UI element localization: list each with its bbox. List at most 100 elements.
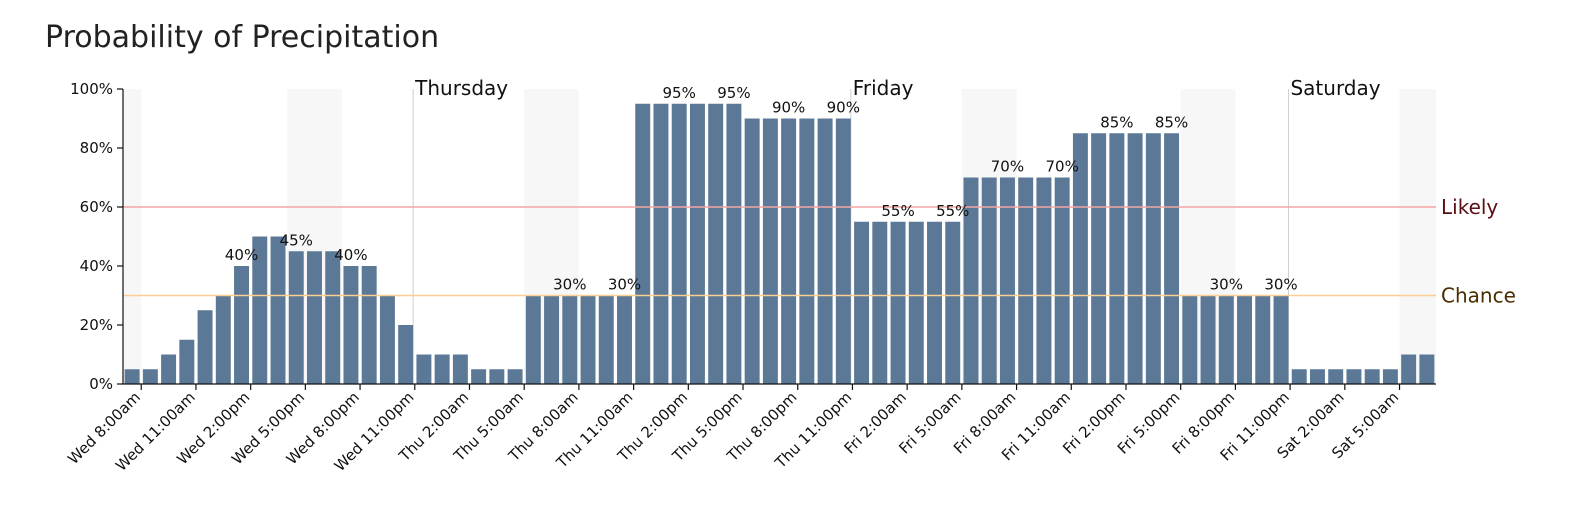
bar <box>1018 177 1034 384</box>
bar <box>835 118 851 384</box>
bar <box>1309 369 1325 384</box>
y-tick-label: 40% <box>80 257 113 275</box>
threshold-label: Chance <box>1441 284 1516 308</box>
threshold-label: Likely <box>1441 195 1498 219</box>
bar <box>452 354 468 384</box>
day-label: Saturday <box>1290 76 1380 100</box>
bar <box>617 295 632 384</box>
bar <box>671 103 687 384</box>
bar <box>544 295 560 384</box>
bar <box>1328 369 1344 384</box>
data-label: 55% <box>936 202 969 220</box>
data-label: 85% <box>1155 113 1188 131</box>
bar <box>471 369 487 384</box>
bar <box>288 251 304 384</box>
bar <box>1109 133 1125 384</box>
bar <box>963 177 979 384</box>
bar <box>580 295 596 384</box>
bar <box>1291 369 1307 384</box>
bar <box>307 251 322 384</box>
data-label: 40% <box>225 246 258 264</box>
bar <box>562 295 578 384</box>
bar <box>1255 295 1271 384</box>
bar <box>1401 354 1417 384</box>
day-label: Thursday <box>414 76 508 100</box>
bar <box>872 221 888 384</box>
data-label: 30% <box>1264 276 1297 294</box>
bar <box>799 118 815 384</box>
bar <box>343 266 359 384</box>
bar <box>726 103 742 384</box>
bar <box>999 177 1015 384</box>
data-label: 70% <box>1045 158 1078 176</box>
data-labels: 40% 45% 40% 30% 30% 95% 95% 90% 90% 55% 55% 70% 70% 8… <box>225 84 1298 294</box>
bar <box>525 295 541 384</box>
data-label: 45% <box>280 231 313 249</box>
bar <box>744 118 760 384</box>
bar <box>1145 133 1161 384</box>
day-label: Friday <box>853 76 914 100</box>
data-label: 40% <box>334 246 367 264</box>
data-label: 30% <box>608 276 641 294</box>
bar <box>598 295 614 384</box>
bar <box>781 118 797 384</box>
y-tick-label: 20% <box>80 316 113 334</box>
chart-title: Probability of Precipitation <box>45 20 440 55</box>
y-tick-label: 60% <box>80 198 113 216</box>
bar <box>1091 133 1107 384</box>
bar <box>908 221 924 384</box>
bar <box>179 339 195 384</box>
bar <box>234 266 250 384</box>
bar <box>142 369 158 384</box>
data-label: 90% <box>772 99 805 117</box>
bar <box>124 369 140 384</box>
bar <box>689 103 705 384</box>
bar <box>927 221 942 384</box>
data-label: 95% <box>717 84 750 102</box>
bar <box>762 118 778 384</box>
bar <box>398 325 414 384</box>
data-label: 30% <box>553 276 586 294</box>
bar <box>252 236 268 384</box>
bar <box>1164 133 1180 384</box>
bar <box>981 177 997 384</box>
bar <box>507 369 523 384</box>
bar <box>161 354 177 384</box>
data-label: 90% <box>827 99 860 117</box>
y-tick-label: 80% <box>80 139 113 157</box>
bar <box>215 295 231 384</box>
bar <box>1200 295 1216 384</box>
bar <box>1218 295 1234 384</box>
bar <box>434 354 450 384</box>
bar <box>708 103 724 384</box>
data-label: 95% <box>663 84 696 102</box>
bar <box>325 251 341 384</box>
bar <box>379 295 395 384</box>
bar <box>1346 369 1362 384</box>
bars <box>124 103 1435 384</box>
bar <box>489 369 505 384</box>
night-band <box>1399 89 1436 384</box>
bar <box>1364 369 1380 384</box>
y-tick-label: 0% <box>89 375 113 393</box>
bar <box>890 221 906 384</box>
data-label: 85% <box>1100 113 1133 131</box>
bar <box>1237 295 1252 384</box>
bar <box>653 103 669 384</box>
y-tick-label: 100% <box>70 80 113 98</box>
bar <box>817 118 833 384</box>
night-band <box>123 89 142 384</box>
data-label: 30% <box>1210 276 1243 294</box>
threshold-lines: Likely Chance <box>123 195 1516 308</box>
data-label: 70% <box>991 158 1024 176</box>
bar <box>1054 177 1070 384</box>
bar <box>854 221 870 384</box>
bar <box>1182 295 1198 384</box>
bar <box>416 354 432 384</box>
bar <box>270 236 286 384</box>
bar <box>1127 133 1143 384</box>
bar <box>1072 133 1088 384</box>
bar <box>361 266 377 384</box>
bar <box>1419 354 1435 384</box>
bar <box>945 221 961 384</box>
